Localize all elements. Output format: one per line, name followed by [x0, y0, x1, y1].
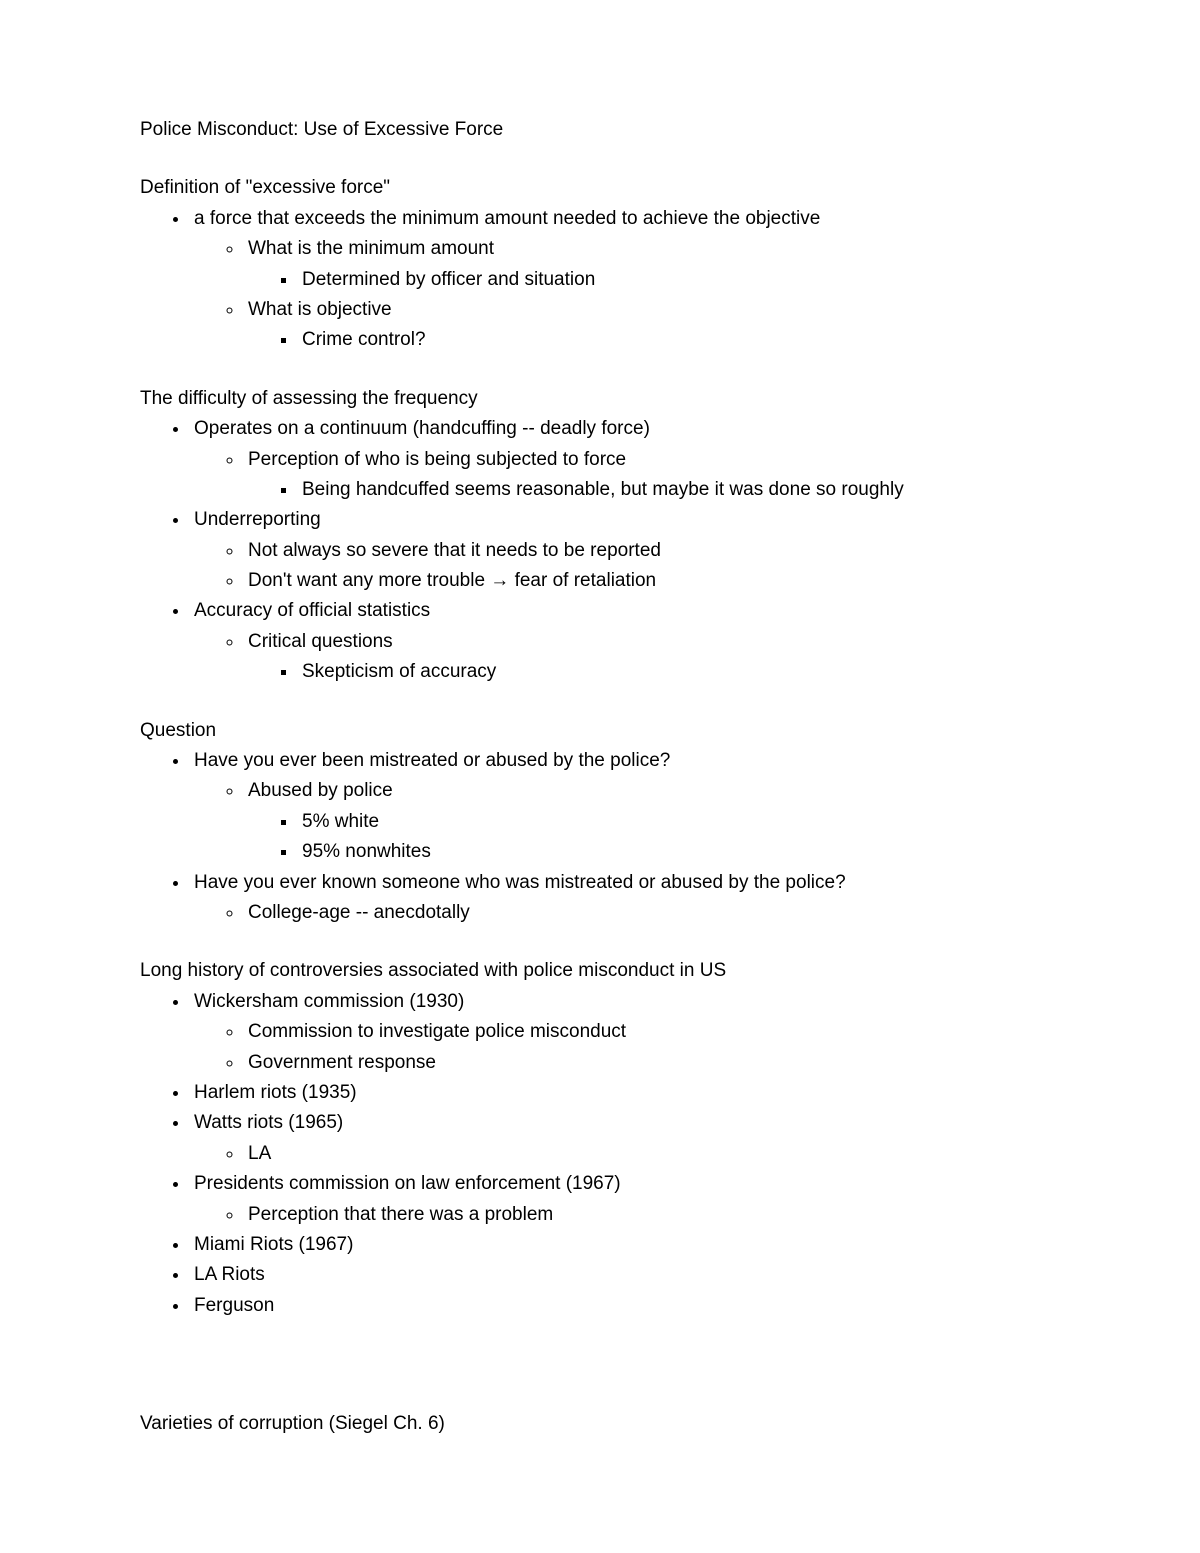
outline-item-text: Commission to investigate police miscond… — [248, 1021, 626, 1042]
document-body: Definition of "excessive force" a force t… — [140, 173, 1060, 1321]
outline-item: Don't want any more trouble → fear of re… — [244, 566, 1060, 596]
outline-item-text: Have you ever been mistreated or abused … — [194, 750, 670, 771]
outline-item-text: LA Riots — [194, 1264, 265, 1285]
outline-item-text: Underreporting — [194, 509, 321, 530]
outline-item-text: Critical questions — [248, 631, 393, 652]
outline-list-level2: Perception of who is being subjected to … — [194, 445, 1060, 506]
outline-item: College-age -- anecdotally — [244, 898, 1060, 928]
outline-list-level2: Perception that there was a problem — [194, 1200, 1060, 1230]
outline-item-text: LA — [248, 1143, 271, 1164]
document-title: Police Misconduct: Use of Excessive Forc… — [140, 115, 1060, 145]
outline-item: Being handcuffed seems reasonable, but m… — [298, 475, 1060, 505]
outline-item: Skepticism of accuracy — [298, 657, 1060, 687]
outline-item-text: College-age -- anecdotally — [248, 902, 470, 923]
outline-item: LA — [244, 1139, 1060, 1169]
outline-item-text: What is the minimum amount — [248, 238, 494, 259]
footer-heading: Varieties of corruption (Siegel Ch. 6) — [140, 1409, 1060, 1439]
outline-item-text: Abused by police — [248, 780, 393, 801]
outline-item-text: Not always so severe that it needs to be… — [248, 540, 661, 561]
outline-item-text: What is objective — [248, 299, 392, 320]
outline-list-level3: 5% white 95% nonwhites — [248, 807, 1060, 868]
outline-item-text: Have you ever known someone who was mist… — [194, 872, 846, 893]
outline-item: Miami Riots (1967) — [190, 1230, 1060, 1260]
outline-item-text: Accuracy of official statistics — [194, 600, 430, 621]
outline-list-level2: Critical questions Skepticism of accuracy — [194, 627, 1060, 688]
outline-item: Commission to investigate police miscond… — [244, 1017, 1060, 1047]
outline-item-text: Watts riots (1965) — [194, 1112, 343, 1133]
outline-list-level2: What is the minimum amount Determined by … — [194, 234, 1060, 356]
outline-list-level2: Not always so severe that it needs to be… — [194, 536, 1060, 597]
outline-item-text: Being handcuffed seems reasonable, but m… — [302, 479, 904, 500]
outline-item: Government response — [244, 1048, 1060, 1078]
section-header: Question — [140, 716, 1060, 746]
section-header: Long history of controversies associated… — [140, 956, 1060, 986]
outline-list-level1: Wickersham commission (1930) Commission t… — [140, 987, 1060, 1321]
outline-item: Perception of who is being subjected to … — [244, 445, 1060, 506]
section-header: Definition of "excessive force" — [140, 173, 1060, 203]
section-header: The difficulty of assessing the frequenc… — [140, 384, 1060, 414]
outline-item: Accuracy of official statistics Critical … — [190, 596, 1060, 687]
outline-item-text: Miami Riots (1967) — [194, 1234, 353, 1255]
outline-list-level1: Have you ever been mistreated or abused … — [140, 746, 1060, 928]
outline-list-level3: Crime control? — [248, 325, 1060, 355]
outline-item: What is objective Crime control? — [244, 295, 1060, 356]
outline-item: 95% nonwhites — [298, 837, 1060, 867]
outline-item-text: Perception that there was a problem — [248, 1204, 553, 1225]
outline-item-text: Government response — [248, 1052, 436, 1073]
outline-item: Harlem riots (1935) — [190, 1078, 1060, 1108]
outline-item: Determined by officer and situation — [298, 265, 1060, 295]
outline-item-text: Ferguson — [194, 1295, 274, 1316]
outline-item: Crime control? — [298, 325, 1060, 355]
outline-item: Have you ever been mistreated or abused … — [190, 746, 1060, 868]
document-page: Police Misconduct: Use of Excessive Forc… — [0, 0, 1200, 1553]
outline-item: a force that exceeds the minimum amount … — [190, 204, 1060, 356]
outline-list-level1: Operates on a continuum (handcuffing -- … — [140, 414, 1060, 688]
outline-item: Have you ever known someone who was mist… — [190, 868, 1060, 929]
outline-item: Critical questions Skepticism of accuracy — [244, 627, 1060, 688]
outline-list-level2: LA — [194, 1139, 1060, 1169]
outline-list-level3: Being handcuffed seems reasonable, but m… — [248, 475, 1060, 505]
outline-item-text: Presidents commission on law enforcement… — [194, 1173, 621, 1194]
outline-item-text: 95% nonwhites — [302, 841, 431, 862]
outline-item: Abused by police 5% white 95% nonwhites — [244, 776, 1060, 867]
outline-item: Underreporting Not always so severe that … — [190, 505, 1060, 596]
outline-item: Wickersham commission (1930) Commission t… — [190, 987, 1060, 1078]
spacer — [140, 1321, 1060, 1381]
outline-item-text: Perception of who is being subjected to … — [248, 449, 626, 470]
outline-list-level2: Abused by police 5% white 95% nonwhites — [194, 776, 1060, 867]
outline-item-text: Harlem riots (1935) — [194, 1082, 357, 1103]
outline-list-level3: Skepticism of accuracy — [248, 657, 1060, 687]
outline-item: What is the minimum amount Determined by … — [244, 234, 1060, 295]
outline-item-text: Operates on a continuum (handcuffing -- … — [194, 418, 650, 439]
outline-item-text: Wickersham commission (1930) — [194, 991, 464, 1012]
outline-item-text: 5% white — [302, 811, 379, 832]
outline-item-text: Skepticism of accuracy — [302, 661, 496, 682]
outline-item-text: Determined by officer and situation — [302, 269, 595, 290]
outline-item: Perception that there was a problem — [244, 1200, 1060, 1230]
outline-item: Not always so severe that it needs to be… — [244, 536, 1060, 566]
outline-list-level3: Determined by officer and situation — [248, 265, 1060, 295]
outline-item: Presidents commission on law enforcement… — [190, 1169, 1060, 1230]
outline-list-level1: a force that exceeds the minimum amount … — [140, 204, 1060, 356]
outline-item: Ferguson — [190, 1291, 1060, 1321]
outline-list-level2: College-age -- anecdotally — [194, 898, 1060, 928]
outline-item-text: a force that exceeds the minimum amount … — [194, 208, 820, 229]
outline-item: 5% white — [298, 807, 1060, 837]
outline-item-text: Crime control? — [302, 329, 426, 350]
outline-list-level2: Commission to investigate police miscond… — [194, 1017, 1060, 1078]
outline-item: Watts riots (1965) LA — [190, 1108, 1060, 1169]
outline-item: Operates on a continuum (handcuffing -- … — [190, 414, 1060, 505]
outline-item-text: Don't want any more trouble → fear of re… — [248, 570, 656, 591]
outline-item: LA Riots — [190, 1260, 1060, 1290]
